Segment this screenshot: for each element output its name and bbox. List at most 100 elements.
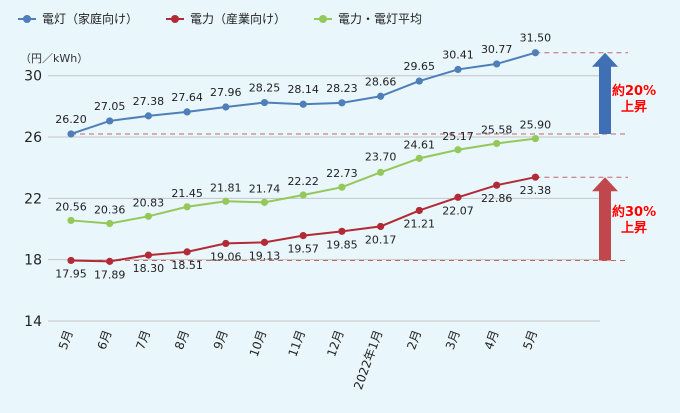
data-point-average	[144, 212, 152, 220]
data-point-home	[299, 100, 307, 108]
data-point-home	[144, 112, 152, 120]
y-tick-label: 14	[24, 314, 42, 330]
data-point-home	[67, 130, 75, 138]
data-point-home	[183, 108, 191, 116]
data-label-industry: 22.07	[442, 204, 474, 217]
data-label-industry: 22.86	[481, 192, 513, 205]
y-tick-label: 18	[24, 253, 42, 269]
data-point-average	[415, 154, 423, 162]
data-label-industry: 21.21	[404, 217, 436, 230]
legend-item-average: 電力・電灯平均	[314, 10, 422, 27]
legend-swatch-industry	[166, 14, 185, 24]
data-label-home: 30.77	[481, 43, 513, 56]
data-label-home: 28.14	[287, 83, 319, 96]
data-point-average	[67, 216, 75, 225]
x-tick-label: 5月	[56, 328, 76, 351]
legend-label-industry: 電力（産業向け）	[190, 12, 287, 26]
data-label-home: 29.65	[404, 60, 436, 73]
data-label-home: 31.50	[520, 32, 552, 45]
data-point-home	[377, 92, 385, 100]
data-point-home	[338, 99, 346, 107]
data-label-industry: 19.57	[287, 243, 319, 256]
callout-home-rise-line1: 約20%	[612, 84, 657, 99]
data-point-industry	[415, 206, 423, 215]
data-label-industry: 19.06	[210, 250, 242, 263]
x-tick-label: 8月	[172, 328, 192, 351]
data-label-industry: 19.85	[326, 238, 358, 251]
x-tick-label: 3月	[443, 328, 463, 351]
data-label-home: 27.96	[210, 86, 242, 99]
data-point-industry	[531, 173, 540, 181]
data-point-home	[260, 98, 269, 107]
data-point-home	[454, 65, 462, 74]
data-label-average: 25.17	[442, 130, 474, 143]
data-label-industry: 18.51	[171, 259, 203, 272]
legend-label-average: 電力・電灯平均	[338, 12, 423, 26]
legend-label-home: 電灯（家庭向け）	[42, 12, 139, 26]
callout-home-rise-line2: 上昇	[621, 100, 648, 115]
data-point-industry	[106, 257, 114, 265]
callout-home-rise: 約20% 上昇	[612, 84, 656, 116]
data-label-average: 24.61	[404, 138, 436, 151]
data-point-average	[183, 203, 191, 211]
data-label-industry: 17.89	[94, 268, 126, 281]
legend-swatch-average	[314, 14, 333, 24]
data-point-home	[531, 49, 540, 57]
data-label-average: 21.74	[249, 182, 281, 195]
data-label-home: 26.20	[55, 113, 87, 126]
legend-swatch-home	[18, 14, 36, 24]
legend-item-home: 電灯（家庭向け）	[18, 10, 138, 27]
x-tick-label: 7月	[133, 328, 153, 351]
x-tick-label: 11月	[286, 328, 308, 358]
data-point-average	[493, 139, 501, 148]
data-point-average	[260, 198, 269, 206]
rise-arrow-home	[592, 52, 618, 134]
x-tick-label: 12月	[324, 328, 346, 358]
data-label-industry: 20.17	[365, 233, 397, 246]
legend: 電灯（家庭向け） 電力（産業向け） 電力・電灯平均	[18, 10, 422, 27]
x-tick-label: 6月	[95, 328, 115, 351]
callout-industry-rise-line1: 約30%	[612, 205, 657, 220]
data-point-industry	[67, 256, 75, 265]
data-label-home: 28.23	[326, 82, 358, 95]
data-point-home	[106, 117, 114, 125]
data-label-average: 22.73	[326, 167, 358, 180]
x-tick-label: 2月	[404, 328, 424, 351]
data-label-home: 27.64	[171, 91, 203, 104]
data-label-home: 28.66	[365, 75, 397, 88]
data-point-average	[531, 134, 540, 143]
callout-industry-rise-line2: 上昇	[621, 221, 648, 236]
x-tick-label: 9月	[211, 328, 231, 351]
data-point-industry	[144, 251, 152, 259]
data-point-industry	[260, 238, 269, 246]
data-point-industry	[377, 222, 385, 231]
data-point-industry	[493, 181, 501, 189]
data-point-industry	[222, 239, 230, 248]
data-label-industry: 18.30	[133, 262, 165, 275]
data-point-average	[106, 219, 114, 228]
x-tick-label: 2022年1月	[351, 328, 385, 391]
data-label-home: 30.41	[442, 48, 474, 61]
data-label-average: 21.45	[171, 187, 203, 200]
data-point-average	[222, 197, 230, 205]
data-point-average	[338, 183, 346, 191]
legend-item-industry: 電力（産業向け）	[166, 10, 286, 27]
y-tick-label: 22	[24, 191, 42, 207]
data-label-average: 25.90	[520, 119, 552, 132]
rise-arrow-industry	[592, 177, 618, 261]
data-point-average	[454, 146, 462, 154]
data-label-industry: 23.38	[520, 184, 552, 197]
data-label-home: 27.38	[133, 95, 165, 108]
data-label-average: 21.81	[210, 181, 242, 194]
data-label-average: 20.36	[94, 204, 126, 217]
data-point-average	[299, 191, 307, 199]
data-point-industry	[183, 248, 191, 256]
y-tick-label: 26	[24, 130, 42, 146]
x-tick-label: 4月	[482, 328, 502, 351]
data-point-industry	[338, 227, 346, 235]
x-tick-label: 5月	[520, 328, 540, 351]
data-label-home: 28.25	[249, 82, 281, 95]
y-axis-unit-label: （円／kWh）	[20, 52, 89, 65]
